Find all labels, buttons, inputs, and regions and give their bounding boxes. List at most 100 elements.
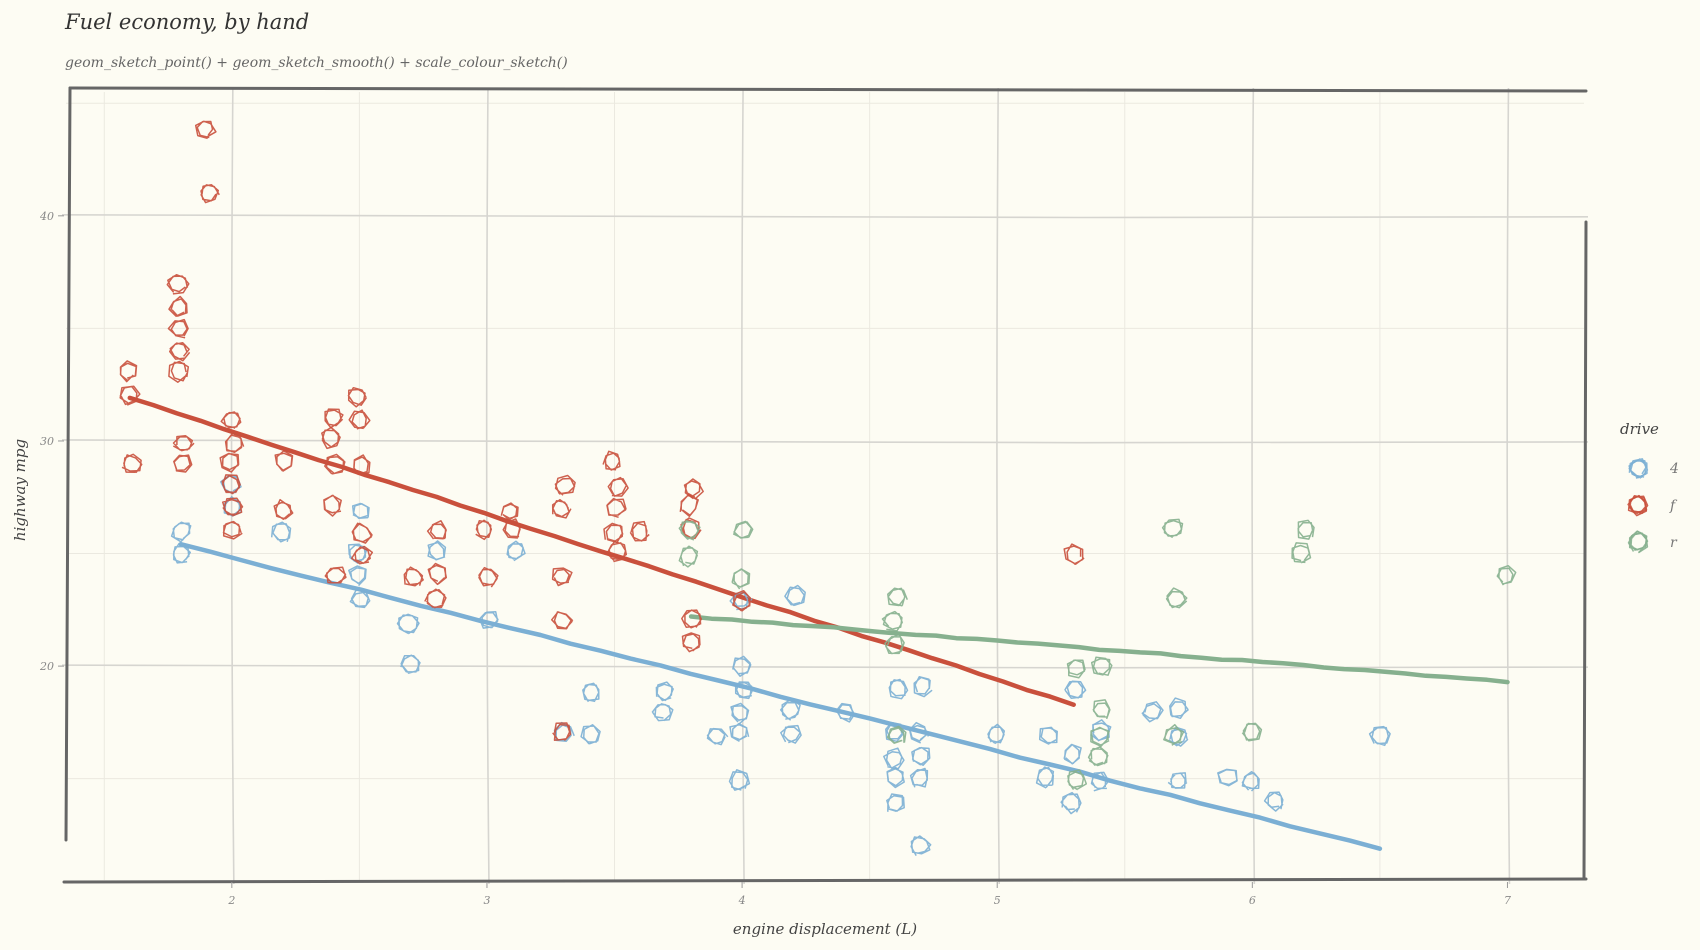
data-point-4 xyxy=(888,678,909,700)
major-gridline xyxy=(61,214,1589,219)
data-point-r xyxy=(884,633,905,655)
data-point-f xyxy=(222,520,243,540)
data-point-f xyxy=(500,502,519,521)
smooth-line-4 xyxy=(178,541,1383,851)
data-point-f xyxy=(351,522,373,544)
frame-left xyxy=(64,86,72,842)
data-point-f xyxy=(478,566,499,588)
data-point-f xyxy=(606,497,627,519)
data-point-4 xyxy=(270,521,292,543)
data-point-f xyxy=(551,498,572,519)
data-point-4 xyxy=(730,702,750,725)
data-point-r xyxy=(886,725,907,744)
legend-label-f: f xyxy=(1669,498,1678,514)
data-point-4 xyxy=(1263,791,1284,812)
data-point-f xyxy=(274,450,294,473)
data-point-r xyxy=(887,587,908,607)
tick-labels: 2 3 4 5 6 7 20 30 40 xyxy=(39,210,1511,907)
x-axis-title: engine displacement (L) xyxy=(733,920,917,938)
data-point-f xyxy=(350,545,374,565)
data-point-f xyxy=(324,408,344,429)
legend-key-r xyxy=(1629,530,1649,554)
data-point-f xyxy=(224,432,245,454)
data-point-4 xyxy=(172,542,192,564)
data-point-f xyxy=(324,566,347,584)
data-point-r xyxy=(1496,564,1517,586)
data-point-r xyxy=(731,568,751,590)
data-point-4 xyxy=(1217,768,1238,787)
data-point-f xyxy=(220,411,242,430)
data-point-r xyxy=(1092,699,1111,720)
data-point-f xyxy=(551,567,573,587)
smooth-lines xyxy=(127,395,1510,851)
data-point-f xyxy=(324,453,346,475)
legend-label-4: 4 xyxy=(1669,461,1679,477)
major-gridline xyxy=(61,439,1589,444)
data-point-4 xyxy=(1035,766,1055,789)
data-point-4 xyxy=(731,655,752,677)
data-point-4 xyxy=(1241,770,1260,792)
data-point-f xyxy=(168,295,188,317)
data-point-f xyxy=(194,120,217,140)
data-point-4 xyxy=(478,611,499,629)
data-point-4 xyxy=(1038,726,1058,745)
data-point-f xyxy=(403,566,424,587)
data-point-f xyxy=(200,184,220,204)
data-point-f xyxy=(168,341,191,362)
x-tick-label: 7 xyxy=(1504,894,1511,907)
data-point-r xyxy=(1087,746,1109,767)
y-tick-label: 20 xyxy=(39,660,54,673)
data-point-4 xyxy=(734,681,754,700)
data-point-f xyxy=(1063,543,1085,565)
data-point-f xyxy=(221,497,244,517)
data-point-r xyxy=(1090,726,1110,748)
data-point-f xyxy=(629,520,650,542)
data-point-r xyxy=(1241,722,1263,742)
data-point-4 xyxy=(582,682,600,703)
data-point-f xyxy=(323,494,342,517)
y-tick-label: 30 xyxy=(40,435,54,448)
data-point-r xyxy=(1163,723,1185,746)
data-point-r xyxy=(1297,519,1315,540)
smooth-line-r xyxy=(688,614,1510,685)
legend-title: drive xyxy=(1620,420,1659,438)
data-point-4 xyxy=(728,769,751,791)
data-point-4 xyxy=(651,703,674,722)
data-point-r xyxy=(1165,587,1188,609)
data-point-4 xyxy=(911,746,931,766)
x-tick-label: 4 xyxy=(738,894,746,907)
data-point-r xyxy=(732,520,754,539)
major-gridline xyxy=(1251,87,1256,885)
grid-lines xyxy=(61,87,1589,885)
data-point-4 xyxy=(170,521,192,543)
data-point-4 xyxy=(1060,791,1082,815)
data-point-f xyxy=(679,493,699,518)
data-point-4 xyxy=(1141,701,1164,723)
data-point-f xyxy=(173,454,193,473)
data-point-f xyxy=(502,518,521,539)
x-tick-label: 2 xyxy=(227,894,235,907)
data-point-4 xyxy=(1090,771,1110,792)
data-point-4 xyxy=(400,654,421,674)
x-tick-label: 3 xyxy=(483,894,490,907)
data-point-f xyxy=(219,452,240,473)
data-point-r xyxy=(1066,659,1086,679)
major-gridline xyxy=(485,87,490,885)
major-gridline xyxy=(740,87,745,885)
data-point-4 xyxy=(913,675,933,698)
data-point-f xyxy=(683,478,704,500)
frame-bottom xyxy=(62,877,1588,884)
data-point-f xyxy=(732,589,752,612)
data-point-f xyxy=(347,386,368,408)
data-point-f xyxy=(602,450,621,471)
frame-top xyxy=(68,86,1588,93)
data-point-4 xyxy=(886,793,905,812)
x-tick-label: 6 xyxy=(1249,894,1256,907)
frame-right xyxy=(1582,220,1588,880)
data-point-4 xyxy=(780,724,802,744)
data-point-f xyxy=(424,588,447,609)
data-point-f xyxy=(550,611,574,630)
data-point-r xyxy=(678,545,699,568)
data-point-f xyxy=(119,385,141,406)
